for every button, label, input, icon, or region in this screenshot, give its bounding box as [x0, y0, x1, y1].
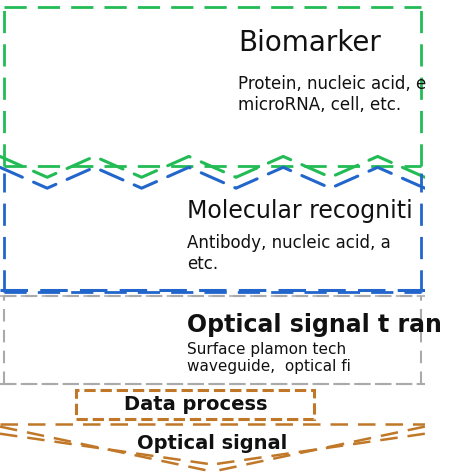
Text: Surface plamon tech
waveguide,  optical fi: Surface plamon tech waveguide, optical f… [187, 342, 351, 374]
Text: Data process: Data process [124, 395, 267, 414]
Text: Optical signal t ran: Optical signal t ran [187, 313, 442, 337]
Text: Antibody, nucleic acid, a
etc.: Antibody, nucleic acid, a etc. [187, 234, 391, 273]
Text: Molecular recogniti: Molecular recogniti [187, 199, 413, 223]
Text: Protein, nucleic acid, e
microRNA, cell, etc.: Protein, nucleic acid, e microRNA, cell,… [238, 75, 426, 114]
Text: Biomarker: Biomarker [238, 28, 381, 57]
Text: Optical signal: Optical signal [137, 434, 288, 453]
